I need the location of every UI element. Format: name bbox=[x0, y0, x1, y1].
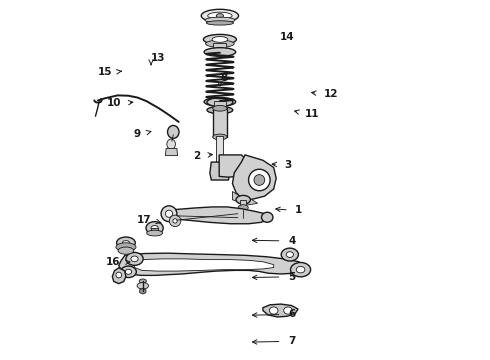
Ellipse shape bbox=[207, 107, 233, 114]
Ellipse shape bbox=[161, 206, 177, 222]
Ellipse shape bbox=[213, 105, 227, 111]
Ellipse shape bbox=[121, 266, 136, 278]
Ellipse shape bbox=[206, 21, 234, 25]
Polygon shape bbox=[134, 259, 274, 271]
Text: 14: 14 bbox=[280, 32, 295, 41]
Ellipse shape bbox=[126, 252, 143, 265]
Ellipse shape bbox=[147, 230, 163, 236]
Ellipse shape bbox=[254, 175, 265, 185]
Ellipse shape bbox=[131, 256, 138, 262]
Ellipse shape bbox=[284, 307, 293, 314]
Ellipse shape bbox=[170, 215, 181, 226]
Ellipse shape bbox=[286, 252, 294, 257]
Ellipse shape bbox=[291, 262, 311, 277]
Ellipse shape bbox=[248, 169, 270, 191]
Text: 8: 8 bbox=[220, 73, 227, 83]
Polygon shape bbox=[219, 155, 248, 177]
Bar bbox=[151, 228, 158, 233]
Ellipse shape bbox=[166, 210, 172, 217]
Polygon shape bbox=[232, 155, 276, 200]
Ellipse shape bbox=[207, 98, 233, 107]
Text: 5: 5 bbox=[288, 272, 295, 282]
Ellipse shape bbox=[122, 240, 129, 245]
Text: 9: 9 bbox=[134, 129, 141, 139]
Text: 17: 17 bbox=[137, 215, 152, 225]
Text: 3: 3 bbox=[285, 160, 292, 170]
Text: 10: 10 bbox=[107, 98, 122, 108]
Ellipse shape bbox=[139, 279, 147, 283]
Text: 1: 1 bbox=[295, 206, 302, 216]
Text: 12: 12 bbox=[324, 89, 339, 99]
Ellipse shape bbox=[116, 272, 122, 278]
Ellipse shape bbox=[213, 134, 227, 140]
Bar bbox=[213, 108, 227, 137]
Ellipse shape bbox=[173, 219, 177, 223]
Ellipse shape bbox=[167, 139, 175, 149]
Ellipse shape bbox=[296, 266, 305, 273]
Polygon shape bbox=[210, 162, 230, 180]
Polygon shape bbox=[112, 268, 126, 284]
Text: 7: 7 bbox=[288, 336, 295, 346]
Bar bbox=[240, 200, 246, 208]
Polygon shape bbox=[163, 207, 270, 224]
Bar bbox=[214, 102, 225, 110]
Ellipse shape bbox=[236, 195, 250, 204]
Ellipse shape bbox=[137, 283, 148, 289]
Ellipse shape bbox=[216, 14, 223, 18]
Polygon shape bbox=[166, 148, 177, 156]
Ellipse shape bbox=[262, 212, 273, 222]
Ellipse shape bbox=[212, 37, 228, 42]
Ellipse shape bbox=[270, 307, 278, 314]
Text: 13: 13 bbox=[151, 53, 166, 63]
Bar bbox=[214, 43, 226, 51]
Ellipse shape bbox=[205, 40, 234, 47]
Text: 15: 15 bbox=[98, 67, 112, 77]
Polygon shape bbox=[263, 304, 298, 317]
Ellipse shape bbox=[238, 205, 248, 211]
Ellipse shape bbox=[205, 17, 235, 23]
Ellipse shape bbox=[201, 9, 239, 22]
Polygon shape bbox=[140, 288, 146, 294]
Polygon shape bbox=[232, 192, 258, 205]
Ellipse shape bbox=[117, 237, 135, 248]
Ellipse shape bbox=[204, 48, 236, 56]
Text: 6: 6 bbox=[288, 310, 295, 319]
Ellipse shape bbox=[208, 12, 232, 19]
Ellipse shape bbox=[151, 226, 158, 230]
Text: 11: 11 bbox=[305, 109, 320, 119]
Ellipse shape bbox=[116, 243, 136, 251]
Ellipse shape bbox=[204, 98, 236, 106]
Bar bbox=[216, 135, 223, 162]
Ellipse shape bbox=[118, 247, 134, 254]
Ellipse shape bbox=[125, 269, 132, 274]
Text: 16: 16 bbox=[106, 257, 120, 267]
Polygon shape bbox=[119, 253, 304, 275]
Text: 2: 2 bbox=[193, 150, 200, 161]
Ellipse shape bbox=[203, 35, 236, 44]
Ellipse shape bbox=[146, 222, 163, 234]
Ellipse shape bbox=[281, 248, 298, 261]
Text: 4: 4 bbox=[288, 236, 295, 246]
Ellipse shape bbox=[168, 126, 179, 138]
